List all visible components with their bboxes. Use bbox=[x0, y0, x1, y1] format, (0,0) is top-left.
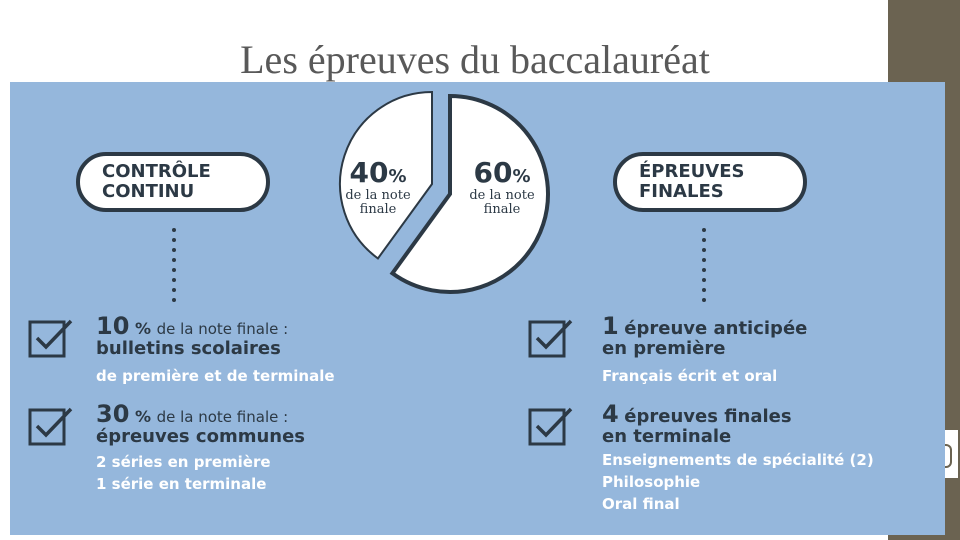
item-suffix: épreuves finales bbox=[624, 406, 792, 427]
pill-line-1: CONTRÔLE bbox=[102, 161, 211, 182]
bracket-icon bbox=[942, 444, 952, 468]
item-title: en première bbox=[602, 338, 726, 359]
pie-unit-60: % bbox=[512, 166, 531, 187]
item-unit: % bbox=[134, 319, 152, 338]
checkbox-check-icon bbox=[528, 319, 573, 358]
right-item-1: 1 épreuve anticipée en première Français… bbox=[602, 314, 808, 387]
pie-sub2-60: finale bbox=[483, 202, 521, 217]
epreuves-finales-pill: ÉPREUVES FINALES bbox=[613, 152, 807, 212]
item-title: en terminale bbox=[602, 426, 732, 447]
pie-slice-60 bbox=[389, 93, 550, 294]
pie-label-40: 40% de la note finale bbox=[328, 156, 428, 217]
left-item-2: 30 % de la note finale : épreuves commun… bbox=[96, 402, 306, 495]
pie-sub1-60: de la note bbox=[469, 188, 535, 203]
item-suffix: de la note finale : bbox=[156, 320, 289, 338]
left-item-1: 10 % de la note finale : bulletins scola… bbox=[96, 314, 335, 387]
item-number: 1 bbox=[602, 312, 619, 340]
item-title: bulletins scolaires bbox=[96, 338, 281, 359]
pie-slice-40 bbox=[339, 90, 433, 260]
item-detail: Philosophie bbox=[602, 473, 701, 491]
pie-label-60: 60% de la note finale bbox=[452, 156, 552, 217]
infographic-panel: CONTRÔLE CONTINU ÉPREUVES FINALES 40% de… bbox=[10, 82, 945, 535]
item-detail: Oral final bbox=[602, 495, 680, 513]
item-detail: 1 série en terminale bbox=[96, 475, 267, 493]
item-title: épreuves communes bbox=[96, 426, 306, 447]
checkbox-check-icon bbox=[528, 407, 573, 446]
checkbox-check-icon bbox=[28, 407, 73, 446]
checkbox-check-icon bbox=[28, 319, 73, 358]
pie-unit-40: % bbox=[388, 166, 407, 187]
item-unit: % bbox=[134, 407, 152, 426]
item-suffix: épreuve anticipée bbox=[624, 318, 808, 339]
item-suffix: de la note finale : bbox=[156, 408, 289, 426]
item-detail: Enseignements de spécialité (2) bbox=[602, 451, 874, 469]
pie-sub2-40: finale bbox=[359, 202, 397, 217]
pill-line-2: CONTINU bbox=[102, 181, 195, 202]
item-detail: de première et de terminale bbox=[96, 367, 335, 385]
dotted-connector-left bbox=[172, 228, 176, 308]
item-detail: 2 séries en première bbox=[96, 453, 271, 471]
pie-chart bbox=[339, 90, 550, 294]
dotted-connector-right bbox=[702, 228, 706, 308]
controle-continu-pill: CONTRÔLE CONTINU bbox=[76, 152, 270, 212]
item-number: 30 bbox=[96, 400, 130, 428]
item-number: 4 bbox=[602, 400, 619, 428]
pie-value-60: 60 bbox=[473, 156, 513, 189]
pie-value-40: 40 bbox=[349, 156, 389, 189]
pill-line-2: FINALES bbox=[639, 181, 724, 202]
right-item-2: 4 épreuves finales en terminale Enseigne… bbox=[602, 402, 874, 515]
pie-sub1-40: de la note bbox=[345, 188, 411, 203]
item-number: 10 bbox=[96, 312, 130, 340]
pill-line-1: ÉPREUVES bbox=[639, 161, 745, 182]
item-detail: Français écrit et oral bbox=[602, 367, 778, 385]
slide-title: Les épreuves du baccalauréat bbox=[240, 37, 710, 82]
